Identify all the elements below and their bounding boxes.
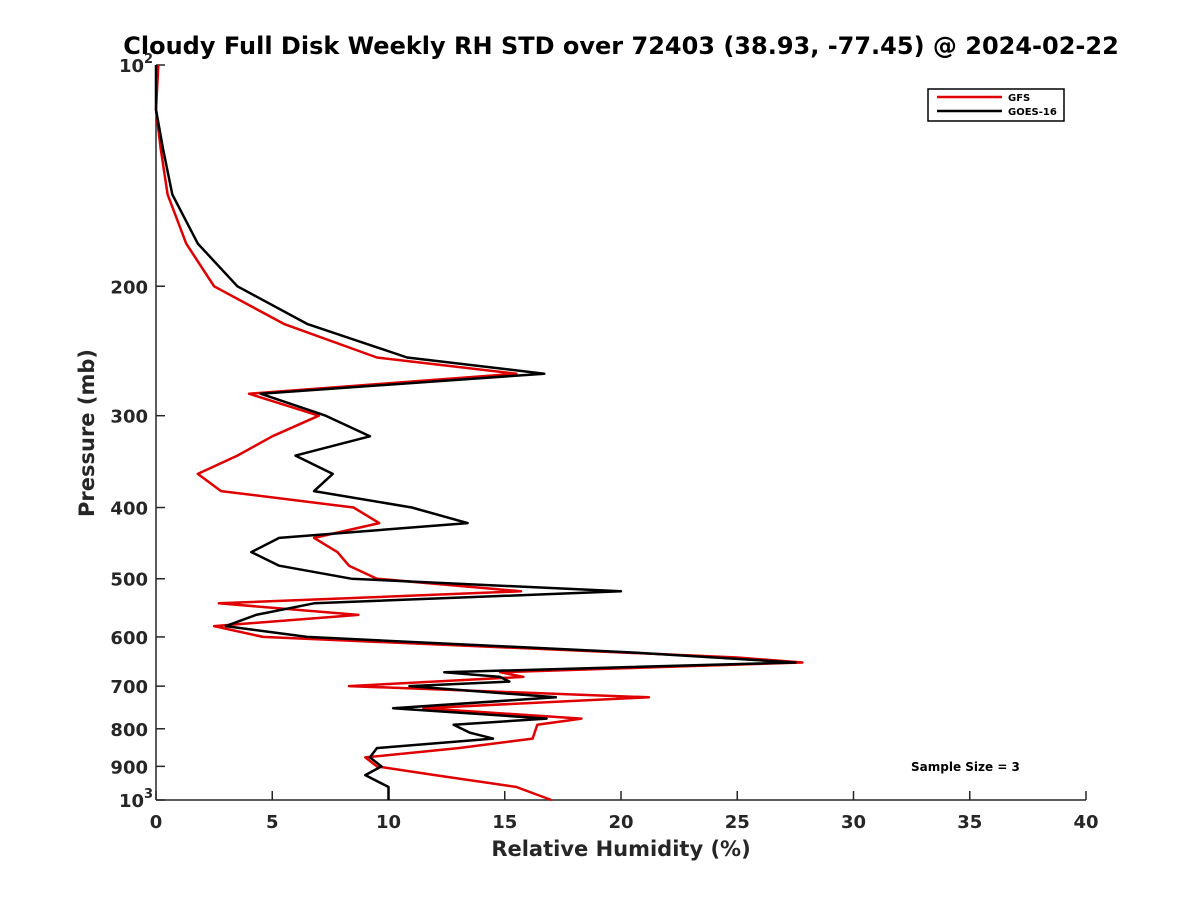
x-axis-label: Relative Humidity (%) bbox=[491, 837, 750, 861]
y-tick-label: 600 bbox=[110, 628, 148, 649]
x-tick-label: 20 bbox=[608, 812, 633, 833]
y-tick-label: 400 bbox=[110, 499, 148, 520]
series-line-goes16 bbox=[154, 65, 797, 800]
x-tick-label: 35 bbox=[957, 812, 982, 833]
x-tick-label: 30 bbox=[841, 812, 866, 833]
legend-label-gfs: GFS bbox=[1008, 93, 1030, 104]
y-tick-label: 800 bbox=[110, 720, 148, 741]
series-line-gfs bbox=[154, 64, 804, 802]
x-ticks: 0 5 10 15 20 25 30 35 40 bbox=[150, 791, 1099, 833]
x-tick-label: 10 bbox=[376, 812, 401, 833]
x-tick-label: 5 bbox=[266, 812, 279, 833]
x-tick-label: 0 bbox=[150, 812, 163, 833]
y-tick-label: 700 bbox=[110, 677, 148, 698]
y-axis-label: Pressure (mb) bbox=[75, 349, 99, 517]
chart-title: Cloudy Full Disk Weekly RH STD over 7240… bbox=[123, 32, 1119, 60]
x-tick-label: 40 bbox=[1073, 812, 1098, 833]
y-tick-label: 200 bbox=[110, 277, 148, 298]
y-tick-label: 500 bbox=[110, 570, 148, 591]
legend-box bbox=[927, 88, 1065, 122]
y-tick-label: 10 bbox=[119, 56, 144, 77]
series-layer bbox=[154, 64, 804, 802]
legend: GFS GOES-16 bbox=[927, 88, 1065, 122]
legend-label-goes16: GOES-16 bbox=[1008, 107, 1057, 118]
y-tick-exponent: 2 bbox=[144, 52, 153, 67]
y-tick-label: 300 bbox=[110, 407, 148, 428]
x-tick-label: 15 bbox=[492, 812, 517, 833]
y-tick-label: 10 bbox=[119, 791, 144, 812]
y-tick-exponent: 3 bbox=[144, 787, 153, 802]
x-tick-label: 25 bbox=[725, 812, 750, 833]
y-tick-label: 900 bbox=[110, 757, 148, 778]
sample-size-annotation: Sample Size = 3 bbox=[911, 760, 1020, 774]
